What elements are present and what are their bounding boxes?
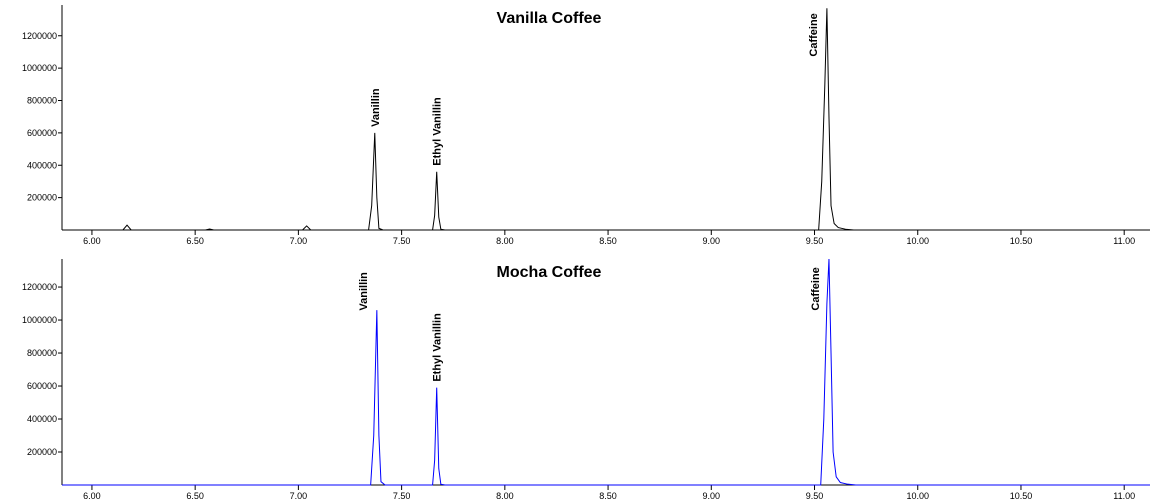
peak-label: Vanillin	[358, 272, 370, 311]
chart-title: Mocha Coffee	[497, 264, 602, 281]
y-tick-label: 800000	[27, 96, 57, 106]
x-tick-label: 8.50	[599, 491, 617, 501]
x-tick-label: 7.00	[290, 491, 308, 501]
y-tick-label: 1000000	[22, 63, 57, 73]
trace	[62, 258, 1150, 486]
peak-label: Vanillin	[370, 88, 382, 127]
x-tick-label: 10.50	[1010, 491, 1033, 501]
y-tick-label: 400000	[27, 160, 57, 170]
x-tick-label: 9.00	[703, 236, 721, 246]
y-tick-label: 600000	[27, 381, 57, 391]
x-tick-label: 6.50	[186, 236, 204, 246]
x-tick-label: 11.00	[1113, 491, 1135, 501]
y-tick-label: 1200000	[22, 282, 57, 292]
x-tick-label: 8.50	[599, 236, 617, 246]
y-tick-label: 1200000	[22, 31, 57, 41]
x-tick-label: 6.50	[186, 491, 204, 501]
x-tick-label: 9.50	[806, 491, 824, 501]
x-tick-label: 10.50	[1010, 236, 1033, 246]
trace	[62, 8, 1150, 231]
x-tick-label: 7.50	[393, 236, 411, 246]
peak-label: Caffeine	[808, 13, 820, 56]
x-tick-label: 7.50	[393, 491, 411, 501]
y-tick-label: 200000	[27, 447, 57, 457]
x-tick-label: 9.50	[806, 236, 824, 246]
x-tick-label: 11.00	[1113, 236, 1135, 246]
x-tick-label: 9.00	[703, 491, 721, 501]
peak-label: Caffeine	[810, 267, 822, 310]
peak-label: Ethyl Vanillin	[432, 313, 444, 382]
x-tick-label: 6.00	[83, 491, 101, 501]
y-tick-label: 200000	[27, 193, 57, 203]
y-tick-label: 600000	[27, 128, 57, 138]
chart-title: Vanilla Coffee	[497, 10, 602, 27]
y-tick-label: 1000000	[22, 315, 57, 325]
x-tick-label: 10.00	[906, 236, 929, 246]
peak-label: Ethyl Vanillin	[432, 97, 444, 166]
y-tick-label: 800000	[27, 348, 57, 358]
x-tick-label: 8.00	[496, 236, 514, 246]
y-tick-label: 400000	[27, 414, 57, 424]
x-tick-label: 7.00	[290, 236, 308, 246]
x-tick-label: 10.00	[906, 491, 929, 501]
x-tick-label: 6.00	[83, 236, 101, 246]
x-tick-label: 8.00	[496, 491, 514, 501]
